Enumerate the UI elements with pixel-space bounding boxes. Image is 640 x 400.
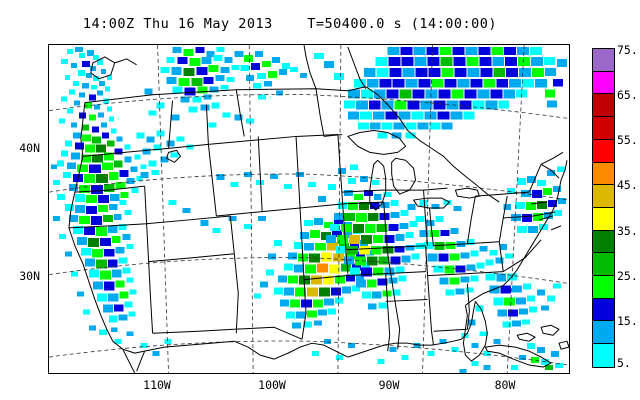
- echo-northeast: [503, 166, 567, 233]
- x-axis-tick-90w: 90W: [378, 378, 400, 392]
- echo-great-basin: [136, 130, 194, 179]
- colorbar-label-15: 15.: [617, 314, 638, 328]
- colorbar-label-45: 45.: [617, 178, 638, 192]
- colorbar-band-75: [593, 49, 614, 72]
- colorbar-label-55: 55.: [617, 133, 638, 147]
- x-axis-tick-80w: 80W: [494, 378, 516, 392]
- map-canvas: [49, 45, 569, 373]
- echo-atlantic-coast: [485, 273, 562, 328]
- radar-echo-layer: [50, 46, 568, 373]
- colorbar-band-60: [593, 117, 614, 140]
- colorbar-band-25: [593, 276, 614, 299]
- colorbar-band-10: [593, 344, 614, 367]
- colorbar-band-20: [593, 298, 614, 322]
- colorbar-band-15: [593, 321, 614, 345]
- colorbar-band-55: [593, 139, 614, 163]
- echo-sierra-nevada: [50, 164, 137, 336]
- colorbar-label-75: 75.: [617, 43, 638, 57]
- x-axis-tick-100w: 100W: [258, 378, 286, 392]
- colorbar-band-40: [593, 207, 614, 231]
- colorbar-band-50: [593, 162, 614, 186]
- colorbar-band-30: [593, 253, 614, 277]
- colorbar-band-35: [593, 230, 614, 254]
- colorbar-band-65: [593, 94, 614, 118]
- x-axis-tick-110w: 110W: [143, 378, 171, 392]
- map-borders-layer: [68, 45, 569, 373]
- y-axis-tick-40n: 40N: [19, 141, 40, 155]
- colorbar-band-45: [593, 185, 614, 208]
- y-axis-tick-30n: 30N: [19, 269, 40, 283]
- colorbar-label-35: 35.: [617, 224, 638, 238]
- colorbar-label-25: 25.: [617, 269, 638, 283]
- map-plot-area: [48, 44, 570, 374]
- echo-great-lakes-shield: [313, 46, 568, 139]
- figure-title: 14:00Z Thu 16 May 2013 T=50400.0 s (14:0…: [82, 16, 498, 32]
- echo-pacific-northwest: [58, 46, 114, 133]
- echo-northern-rockies: [144, 46, 308, 128]
- echo-cascades-band: [56, 128, 147, 204]
- colorbar-label-5: 5.: [617, 356, 631, 370]
- colorbar-label-65: 65.: [617, 88, 638, 102]
- colorbar-band-70: [593, 71, 614, 95]
- reflectivity-colorbar: [592, 48, 615, 368]
